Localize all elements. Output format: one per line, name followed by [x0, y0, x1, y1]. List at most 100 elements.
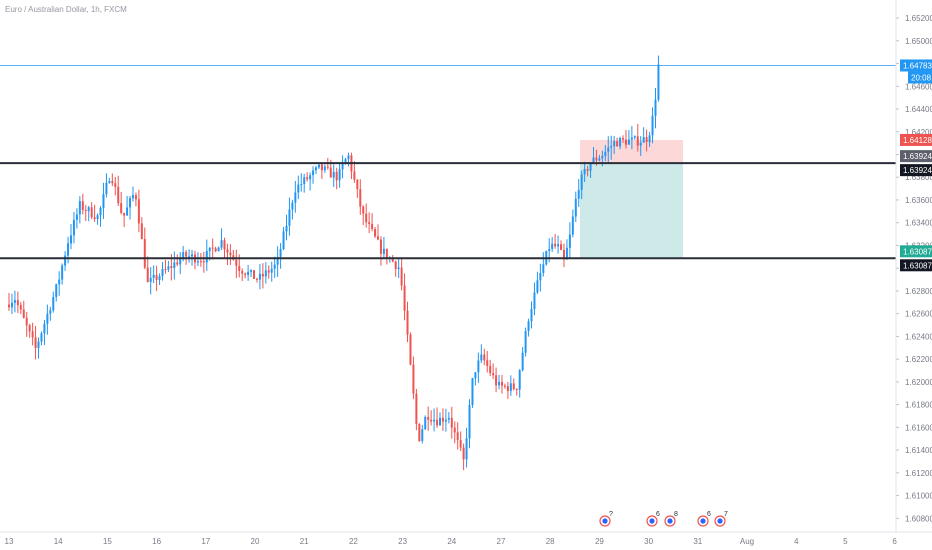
candle-body — [129, 198, 132, 208]
candle-body — [214, 248, 217, 252]
candle-body — [320, 164, 323, 171]
candle-body — [276, 256, 279, 265]
time-axis[interactable]: 13 14 15 16 17 20 21 22 23 24 27 28 29 30 31 Aug 4 5 6 — [5, 537, 898, 546]
candle-body — [465, 438, 468, 460]
candle-body — [557, 244, 560, 247]
candle-body — [244, 273, 247, 275]
entry-price-tag — [900, 150, 932, 163]
candle-body — [651, 115, 654, 136]
candle-body — [69, 235, 72, 244]
candle-body — [427, 416, 430, 420]
candle-body — [16, 300, 19, 306]
candle-body — [108, 181, 111, 183]
candle-body — [492, 373, 495, 376]
candle-body — [477, 360, 480, 373]
candle-body — [356, 179, 359, 190]
time-tick-label: 6 — [892, 537, 897, 546]
candle-body — [294, 192, 297, 203]
event-marker-count: ? — [609, 511, 613, 518]
candle-body — [309, 175, 312, 180]
stop-price-tag — [900, 133, 932, 146]
candle-body — [391, 257, 394, 262]
candle-body — [61, 265, 64, 280]
candle-body — [562, 249, 565, 260]
candle-body — [601, 155, 604, 159]
candle-body — [58, 279, 61, 285]
time-tick-label: Aug — [740, 537, 754, 546]
event-marker-dot — [667, 518, 673, 524]
candle-body — [146, 267, 149, 282]
candle-body — [577, 189, 580, 199]
candle-body — [196, 261, 199, 263]
candle-body — [78, 201, 81, 215]
candle-body — [258, 273, 261, 280]
candle-body — [297, 184, 300, 193]
candle-body — [639, 142, 642, 146]
price-tick-label: 1.65200 — [905, 14, 932, 23]
candle-body — [40, 333, 43, 342]
candle-body — [134, 195, 137, 200]
candle-body — [64, 255, 67, 266]
take-profit-zone[interactable] — [580, 163, 683, 259]
candle-body — [291, 202, 294, 210]
candle-body — [226, 249, 229, 253]
candle-body — [140, 223, 143, 240]
candle-body — [430, 419, 433, 422]
candle-body — [353, 171, 356, 180]
candle-body — [131, 195, 134, 199]
candle-body — [565, 247, 568, 260]
event-marker-dot — [717, 518, 723, 524]
price-tick-label: 1.61000 — [905, 492, 932, 501]
candle-body — [648, 135, 651, 142]
candle-body — [483, 354, 486, 361]
time-tick-label: 4 — [794, 537, 799, 546]
level-price-tag-label: 1.63087 — [903, 261, 932, 270]
candle-body — [377, 236, 379, 240]
candle-body — [13, 300, 16, 303]
candle-body — [554, 243, 557, 247]
candle-body — [102, 193, 105, 208]
current-price-tag-label: 1.64783 — [903, 61, 932, 70]
time-tick-label: 22 — [349, 537, 358, 546]
candle-body — [326, 166, 329, 168]
candle-body — [10, 302, 13, 308]
price-axis-tags: 1.64783 20:08 1.64128 1.63924 1.63924 1.63087… — [900, 59, 932, 272]
candle-body — [49, 310, 52, 314]
candle-body — [217, 247, 220, 252]
target-price-tag — [900, 245, 932, 258]
candle-body — [67, 243, 70, 256]
candle-body — [604, 151, 607, 156]
support-resistance-lines[interactable] — [0, 65, 896, 260]
candle-body — [530, 309, 533, 322]
time-tick-label: 28 — [546, 537, 555, 546]
price-tick-label: 1.62000 — [905, 378, 932, 387]
candle-body — [167, 266, 170, 270]
time-tick-label: 14 — [54, 537, 63, 546]
candle-body — [273, 264, 276, 269]
price-tick-label: 1.64400 — [905, 105, 932, 114]
candle-body — [551, 243, 554, 249]
candle-body — [37, 341, 40, 349]
candle-body — [199, 261, 202, 263]
candle-body — [489, 366, 492, 374]
candle-body — [444, 419, 447, 422]
candle-body — [374, 228, 377, 237]
candle-body — [453, 427, 456, 433]
candle-body — [518, 370, 521, 390]
candle-body — [84, 210, 87, 212]
economic-event-markers[interactable]: ? 6 8 6 7 — [599, 511, 728, 527]
candle-body — [424, 416, 427, 430]
candle-body — [542, 264, 545, 273]
candle-body — [645, 137, 648, 142]
time-tick-label: 30 — [644, 537, 653, 546]
time-tick-label: 17 — [201, 537, 210, 546]
candle-body — [247, 271, 250, 275]
target-price-tag-label: 1.63087 — [903, 247, 932, 256]
candle-body — [560, 244, 563, 250]
price-tick-label: 1.62400 — [905, 332, 932, 341]
candle-body — [117, 186, 120, 204]
time-tick-label: 20 — [251, 537, 260, 546]
candle-body — [300, 184, 303, 186]
